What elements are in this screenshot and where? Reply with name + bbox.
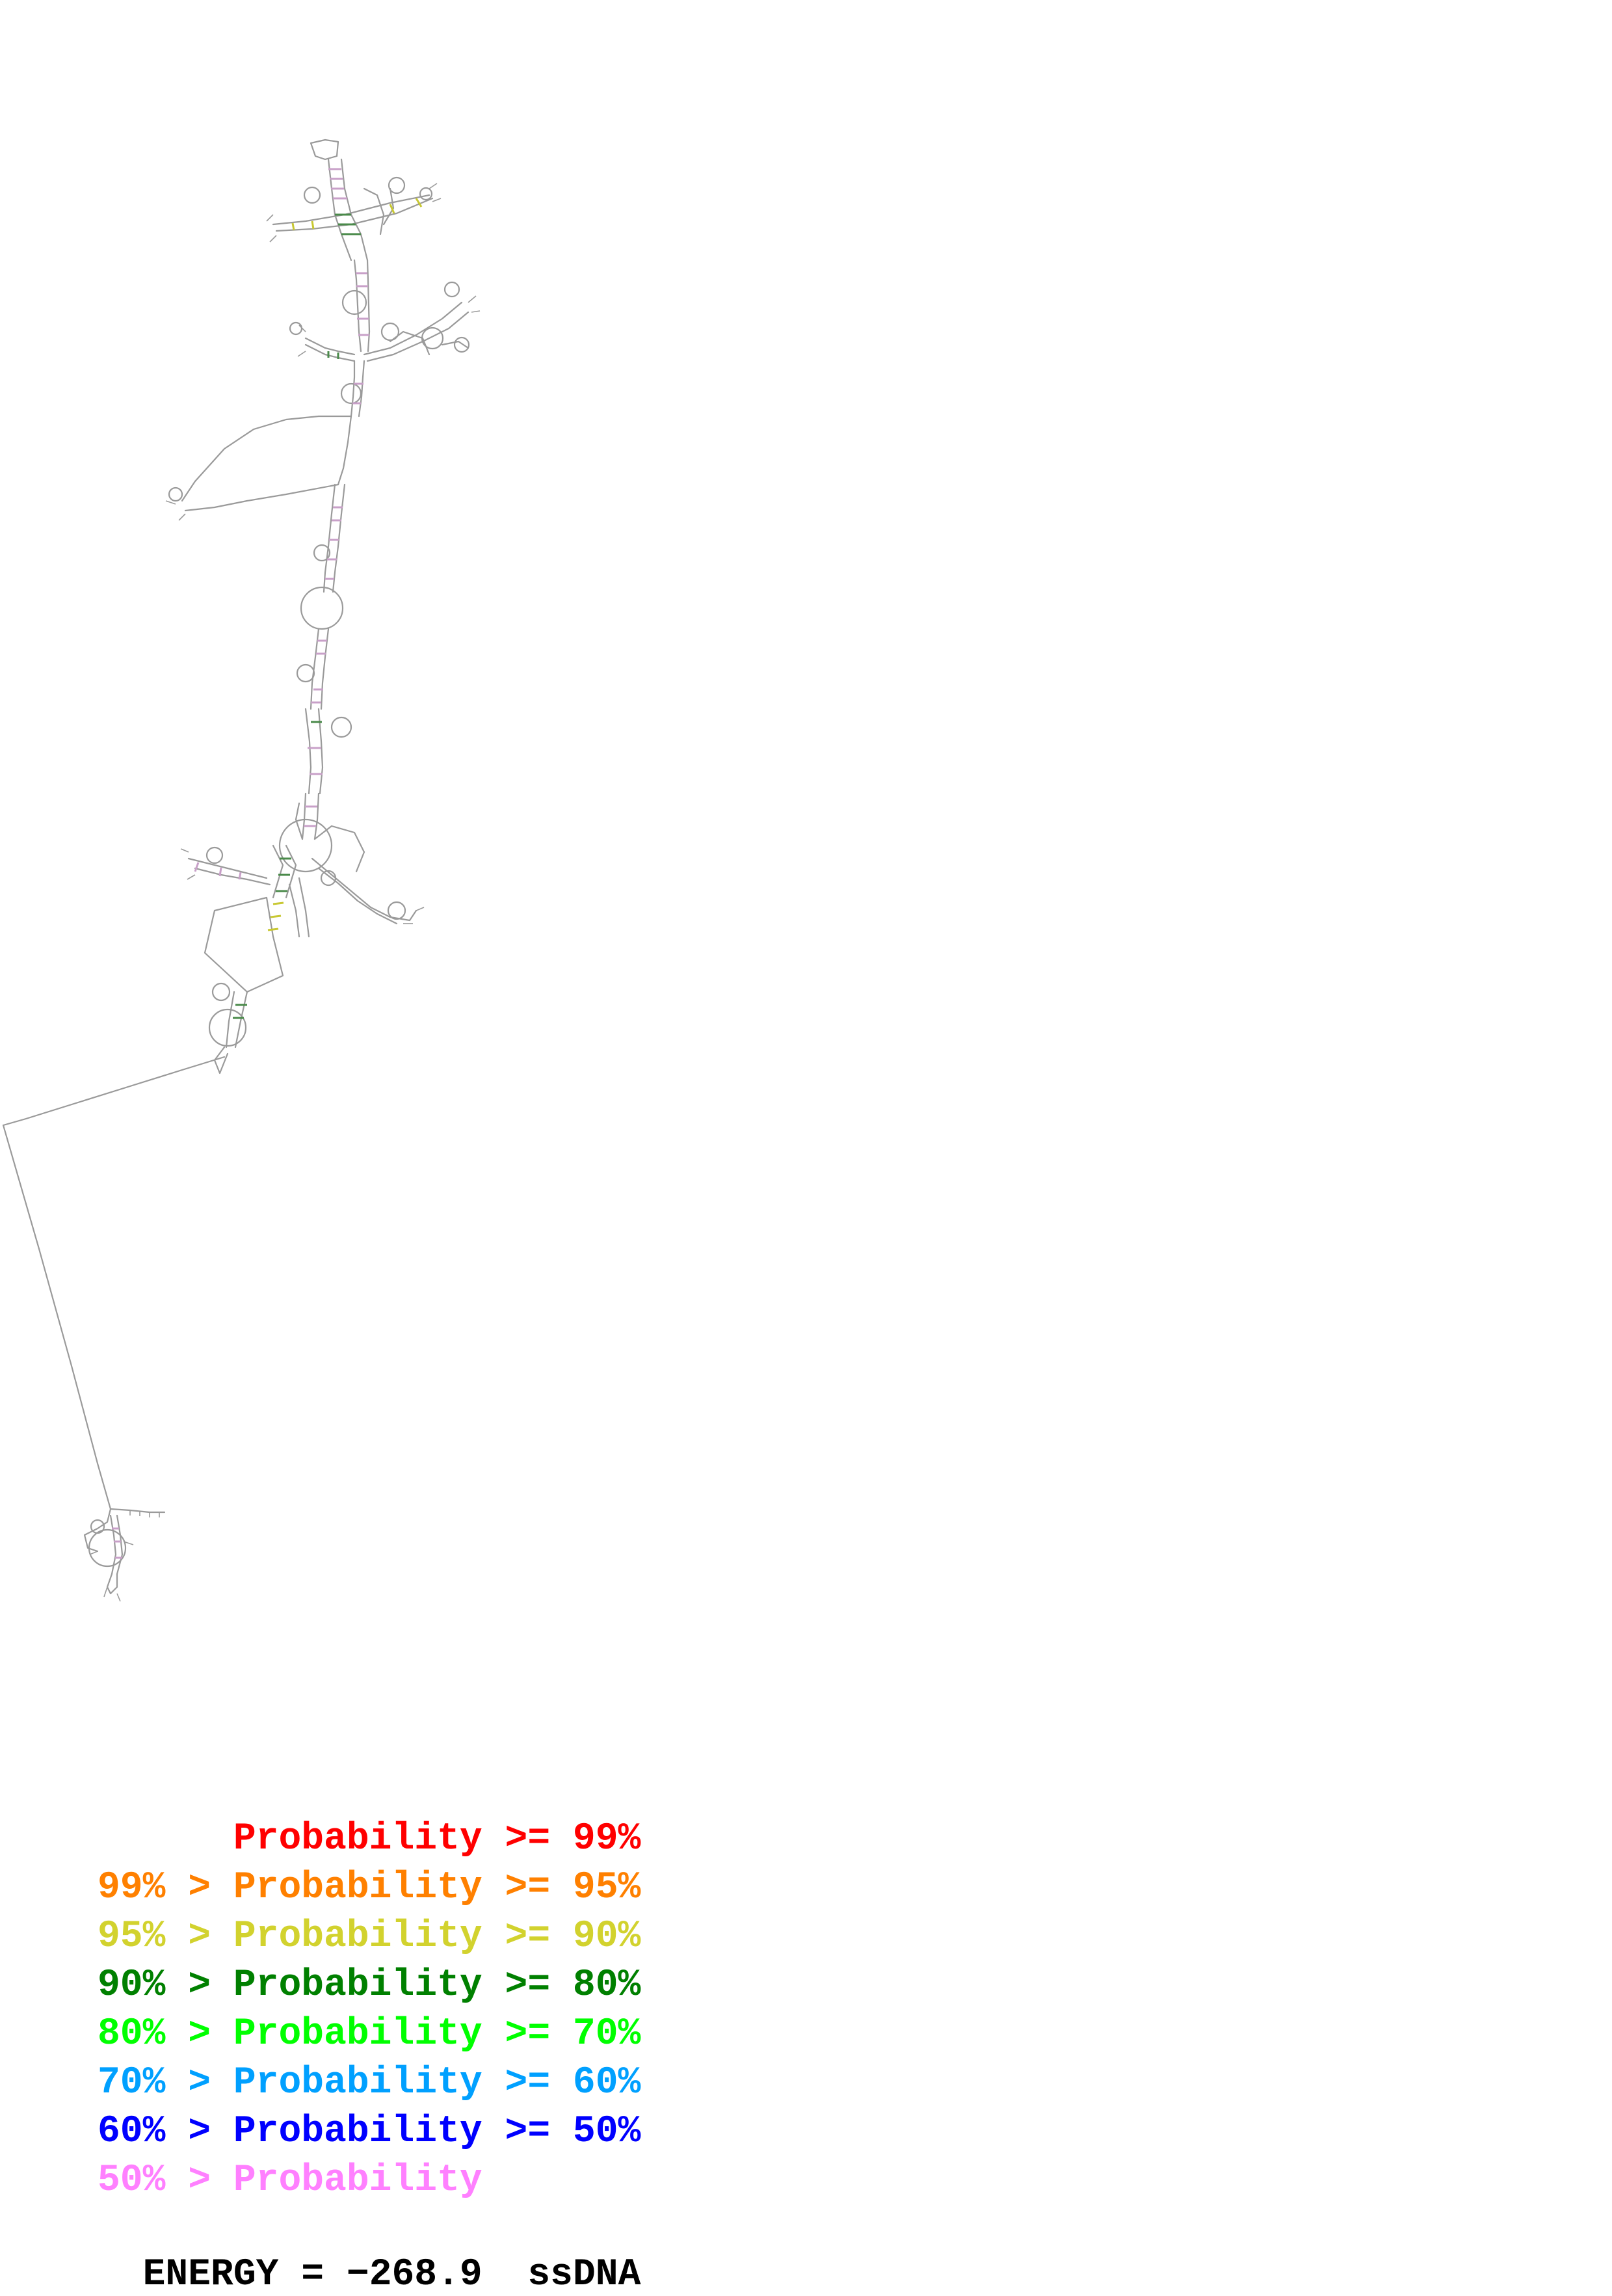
legend-suffix: >= 70% (505, 2013, 641, 2055)
legend-label: Probability (233, 1818, 482, 1860)
probability-legend: Probability >= 99% 99% > Probability >= 95… (98, 1815, 641, 2205)
legend-prefix: 70% > (98, 2062, 211, 2104)
legend-label: Probability (233, 2111, 482, 2153)
legend-row: 50% > Probability (98, 2156, 641, 2205)
energy-label-text: ENERGY = (142, 2254, 324, 2296)
legend-label: Probability (233, 1916, 482, 1958)
legend-suffix: >= 90% (505, 1916, 641, 1958)
legend-suffix: >= 60% (505, 2062, 641, 2104)
legend-prefix: 80% > (98, 2013, 211, 2055)
legend-suffix: >= 50% (505, 2111, 641, 2153)
nucleotide-ticks (89, 183, 481, 1602)
legend-row: 80% > Probability >= 70% (98, 2010, 641, 2059)
backbone-trace (2, 139, 469, 1595)
legend-prefix: 90% > (98, 1964, 211, 2007)
legend-row: Probability >= 99% (98, 1815, 641, 1863)
legend-prefix: 95% > (98, 1916, 211, 1958)
legend-label: Probability (233, 2062, 482, 2104)
legend-row: 60% > Probability >= 50% (98, 2107, 641, 2156)
base-pair-rungs (112, 168, 423, 1559)
energy-label: ENERGY = −268.9 ssDNA (98, 2211, 641, 2296)
legend-suffix: >= 95% (505, 1867, 641, 1909)
legend-prefix: 99% > (98, 1867, 211, 1909)
legend-label: Probability (233, 1964, 482, 2007)
legend-suffix: >= 99% (505, 1818, 641, 1860)
secondary-structure-diagram (2, 139, 481, 1602)
legend-label: Probability (233, 2159, 482, 2202)
energy-value: −268.9 (346, 2254, 482, 2296)
legend-row: 70% > Probability >= 60% (98, 2059, 641, 2107)
legend-prefix: 50% > (98, 2159, 211, 2202)
legend-row: 95% > Probability >= 90% (98, 1912, 641, 1961)
legend-prefix: 60% > (98, 2111, 211, 2153)
legend-label: Probability (233, 1867, 482, 1909)
legend-row: 99% > Probability >= 95% (98, 1863, 641, 1912)
legend-row: 90% > Probability >= 80% (98, 1961, 641, 2010)
molecule-type: ssDNA (527, 2254, 641, 2296)
hairpin-loops (88, 176, 470, 1568)
legend-label: Probability (233, 2013, 482, 2055)
legend-suffix: >= 80% (505, 1964, 641, 2007)
